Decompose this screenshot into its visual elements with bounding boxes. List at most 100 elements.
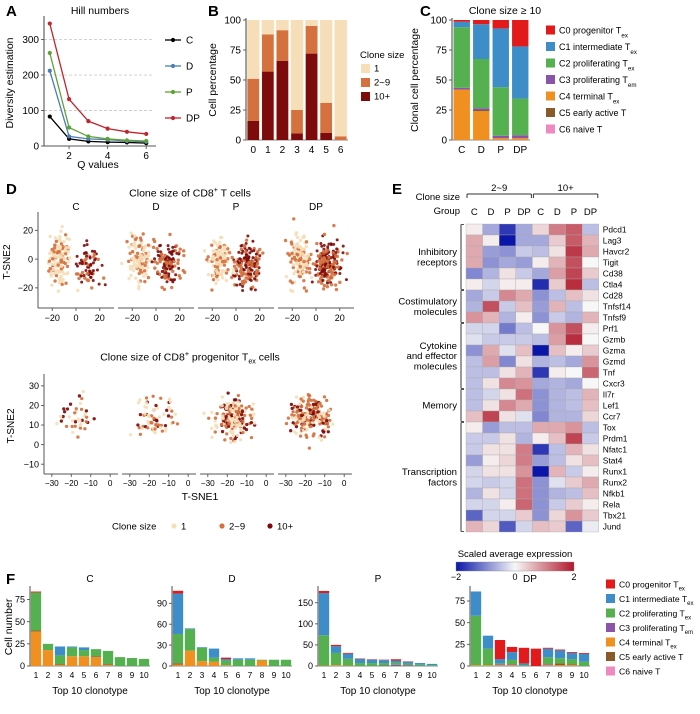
panel-c-legend-swatch — [546, 42, 555, 51]
panel-e-cell — [515, 487, 533, 500]
panel-d-bottom-point — [328, 418, 332, 423]
panel-f: F C 0 25 50 75 1 2 3 4 5 6 7 8 9 10 Top 10 clonotype D 0 3… — [0, 570, 700, 714]
panel-d-top-point — [155, 261, 159, 265]
panel-f-bar-segment — [426, 663, 438, 666]
panel-d-bottom-xtick: −30 — [279, 479, 293, 488]
panel-e-cell — [582, 355, 599, 368]
panel-e-cell — [565, 421, 583, 434]
panel-d-top-point — [234, 267, 238, 271]
panel-d-top-point — [145, 254, 149, 259]
panel-d-bottom-point — [144, 396, 149, 400]
panel-e-gene-label: Runx2 — [603, 478, 628, 488]
panel-b-bar-segment — [320, 20, 332, 103]
panel-d-bottom-point — [214, 423, 218, 428]
panel-e-cell — [582, 344, 599, 357]
panel-c-legend-label: C3 proliferating Tem — [559, 75, 636, 89]
panel-f-bar-segment — [366, 663, 378, 666]
panel-e-cell — [565, 311, 583, 324]
panel-d-bottom-point — [237, 424, 241, 428]
panel-d-top-point — [298, 265, 302, 269]
panel-e-cell — [465, 322, 483, 335]
panel-d-top-point — [258, 247, 262, 252]
panel-d-top-point — [138, 268, 143, 273]
panel-a: A Hill numbers 0 100 200 300 2 4 6 Q values Dive… — [0, 0, 200, 178]
panel-e-cell — [582, 322, 599, 335]
panel-d-top-point — [172, 259, 176, 264]
panel-f-bar-segment — [256, 660, 268, 666]
panel-d-top-point — [329, 282, 334, 287]
panel-e-cell — [565, 388, 583, 401]
panel-e-cell — [482, 322, 500, 335]
panel-d-bottom-point — [326, 425, 331, 429]
panel-b-ytick: 100 — [224, 15, 241, 26]
panel-e-cell — [515, 278, 533, 291]
panel-e-group-label: molecules — [414, 362, 457, 373]
panel-d-bottom-point — [233, 437, 237, 441]
panel-d-top-point — [128, 267, 133, 271]
panel-e-cell — [499, 256, 516, 269]
panel-d-top-point — [325, 284, 330, 289]
panel-d-top-point — [326, 259, 330, 263]
panel-d-title-bottom: Clone size of CD8+ progenitor Tex cells — [40, 350, 340, 366]
panel-e-cell — [499, 278, 516, 291]
panel-d-top-point — [250, 263, 254, 267]
panel-d-top-point — [120, 261, 124, 266]
panel-e-group-label: factors — [428, 477, 457, 488]
panel-a-point — [66, 134, 72, 139]
panel-d-top-point — [329, 276, 333, 280]
panel-f-bar-segment — [172, 590, 184, 594]
panel-d-top-point — [56, 270, 60, 274]
panel-d-top-point — [56, 289, 61, 293]
panel-f-xtick: 10 — [427, 670, 437, 680]
panel-d-bottom-point — [234, 406, 239, 411]
panel-e-cell — [499, 399, 516, 412]
panel-f-bar-segment — [30, 630, 42, 632]
panel-d-bottom-point — [286, 416, 291, 420]
panel-f-bar-segment — [554, 649, 566, 651]
panel-e-cell — [565, 344, 583, 357]
panel-d-top-point — [125, 239, 129, 244]
panel-d-top-point — [222, 245, 227, 249]
panel-d-top-point — [170, 252, 174, 256]
panel-d-top-point — [66, 249, 70, 254]
panel-f-bar-segment — [318, 590, 330, 594]
panel-c-bar-segment — [473, 59, 490, 109]
panel-a-line-P — [49, 52, 147, 142]
panel-c-ytick: 100 — [430, 15, 447, 26]
panel-d-bottom-point — [83, 411, 87, 416]
panel-d-top-point — [90, 249, 94, 253]
panel-e-cell — [465, 421, 483, 434]
panel-d-bottom-point — [154, 403, 158, 408]
panel-b-bar-segment — [305, 53, 318, 140]
panel-d-bottom-point — [232, 413, 237, 417]
panel-f-legend-swatch — [606, 652, 615, 661]
panel-d-bottom-point — [327, 408, 331, 412]
panel-d-top-point — [326, 245, 330, 249]
panel-d-top-xtick: 0 — [313, 313, 318, 323]
panel-e-cell — [482, 311, 500, 324]
panel-f-xtick: 8 — [558, 670, 563, 680]
panel-d-top-point — [131, 268, 136, 273]
panel-f-xtick: 3 — [346, 670, 351, 680]
panel-e-cell — [548, 278, 566, 291]
panel-d-top-point — [129, 231, 133, 235]
panel-d-bottom-point — [80, 396, 84, 401]
panel-d-bottom-point — [298, 434, 303, 438]
panel-d-bottom-point — [163, 423, 168, 428]
panel-d-top-point — [58, 238, 62, 242]
panel-d-bottom-point — [67, 415, 71, 419]
panel-d-top-point — [152, 237, 156, 242]
panel-e-clone-header: Clone size — [416, 192, 460, 203]
panel-a-ytick: 200 — [22, 70, 39, 81]
panel-b-bar-segment — [247, 120, 260, 140]
panel-d-bottom-point — [305, 403, 309, 407]
panel-f-bar-segment — [482, 648, 494, 666]
panel-d-top-point — [314, 268, 318, 272]
panel-d-bottom-xtick: −10 — [318, 479, 332, 488]
panel-d-top-point — [334, 260, 338, 264]
panel-f-bar-segment — [554, 663, 566, 666]
panel-b-bar-segment — [291, 20, 303, 110]
panel-d-top-point — [307, 271, 312, 275]
panel-d-top-point — [321, 250, 326, 255]
panel-d-top-point — [295, 252, 300, 257]
